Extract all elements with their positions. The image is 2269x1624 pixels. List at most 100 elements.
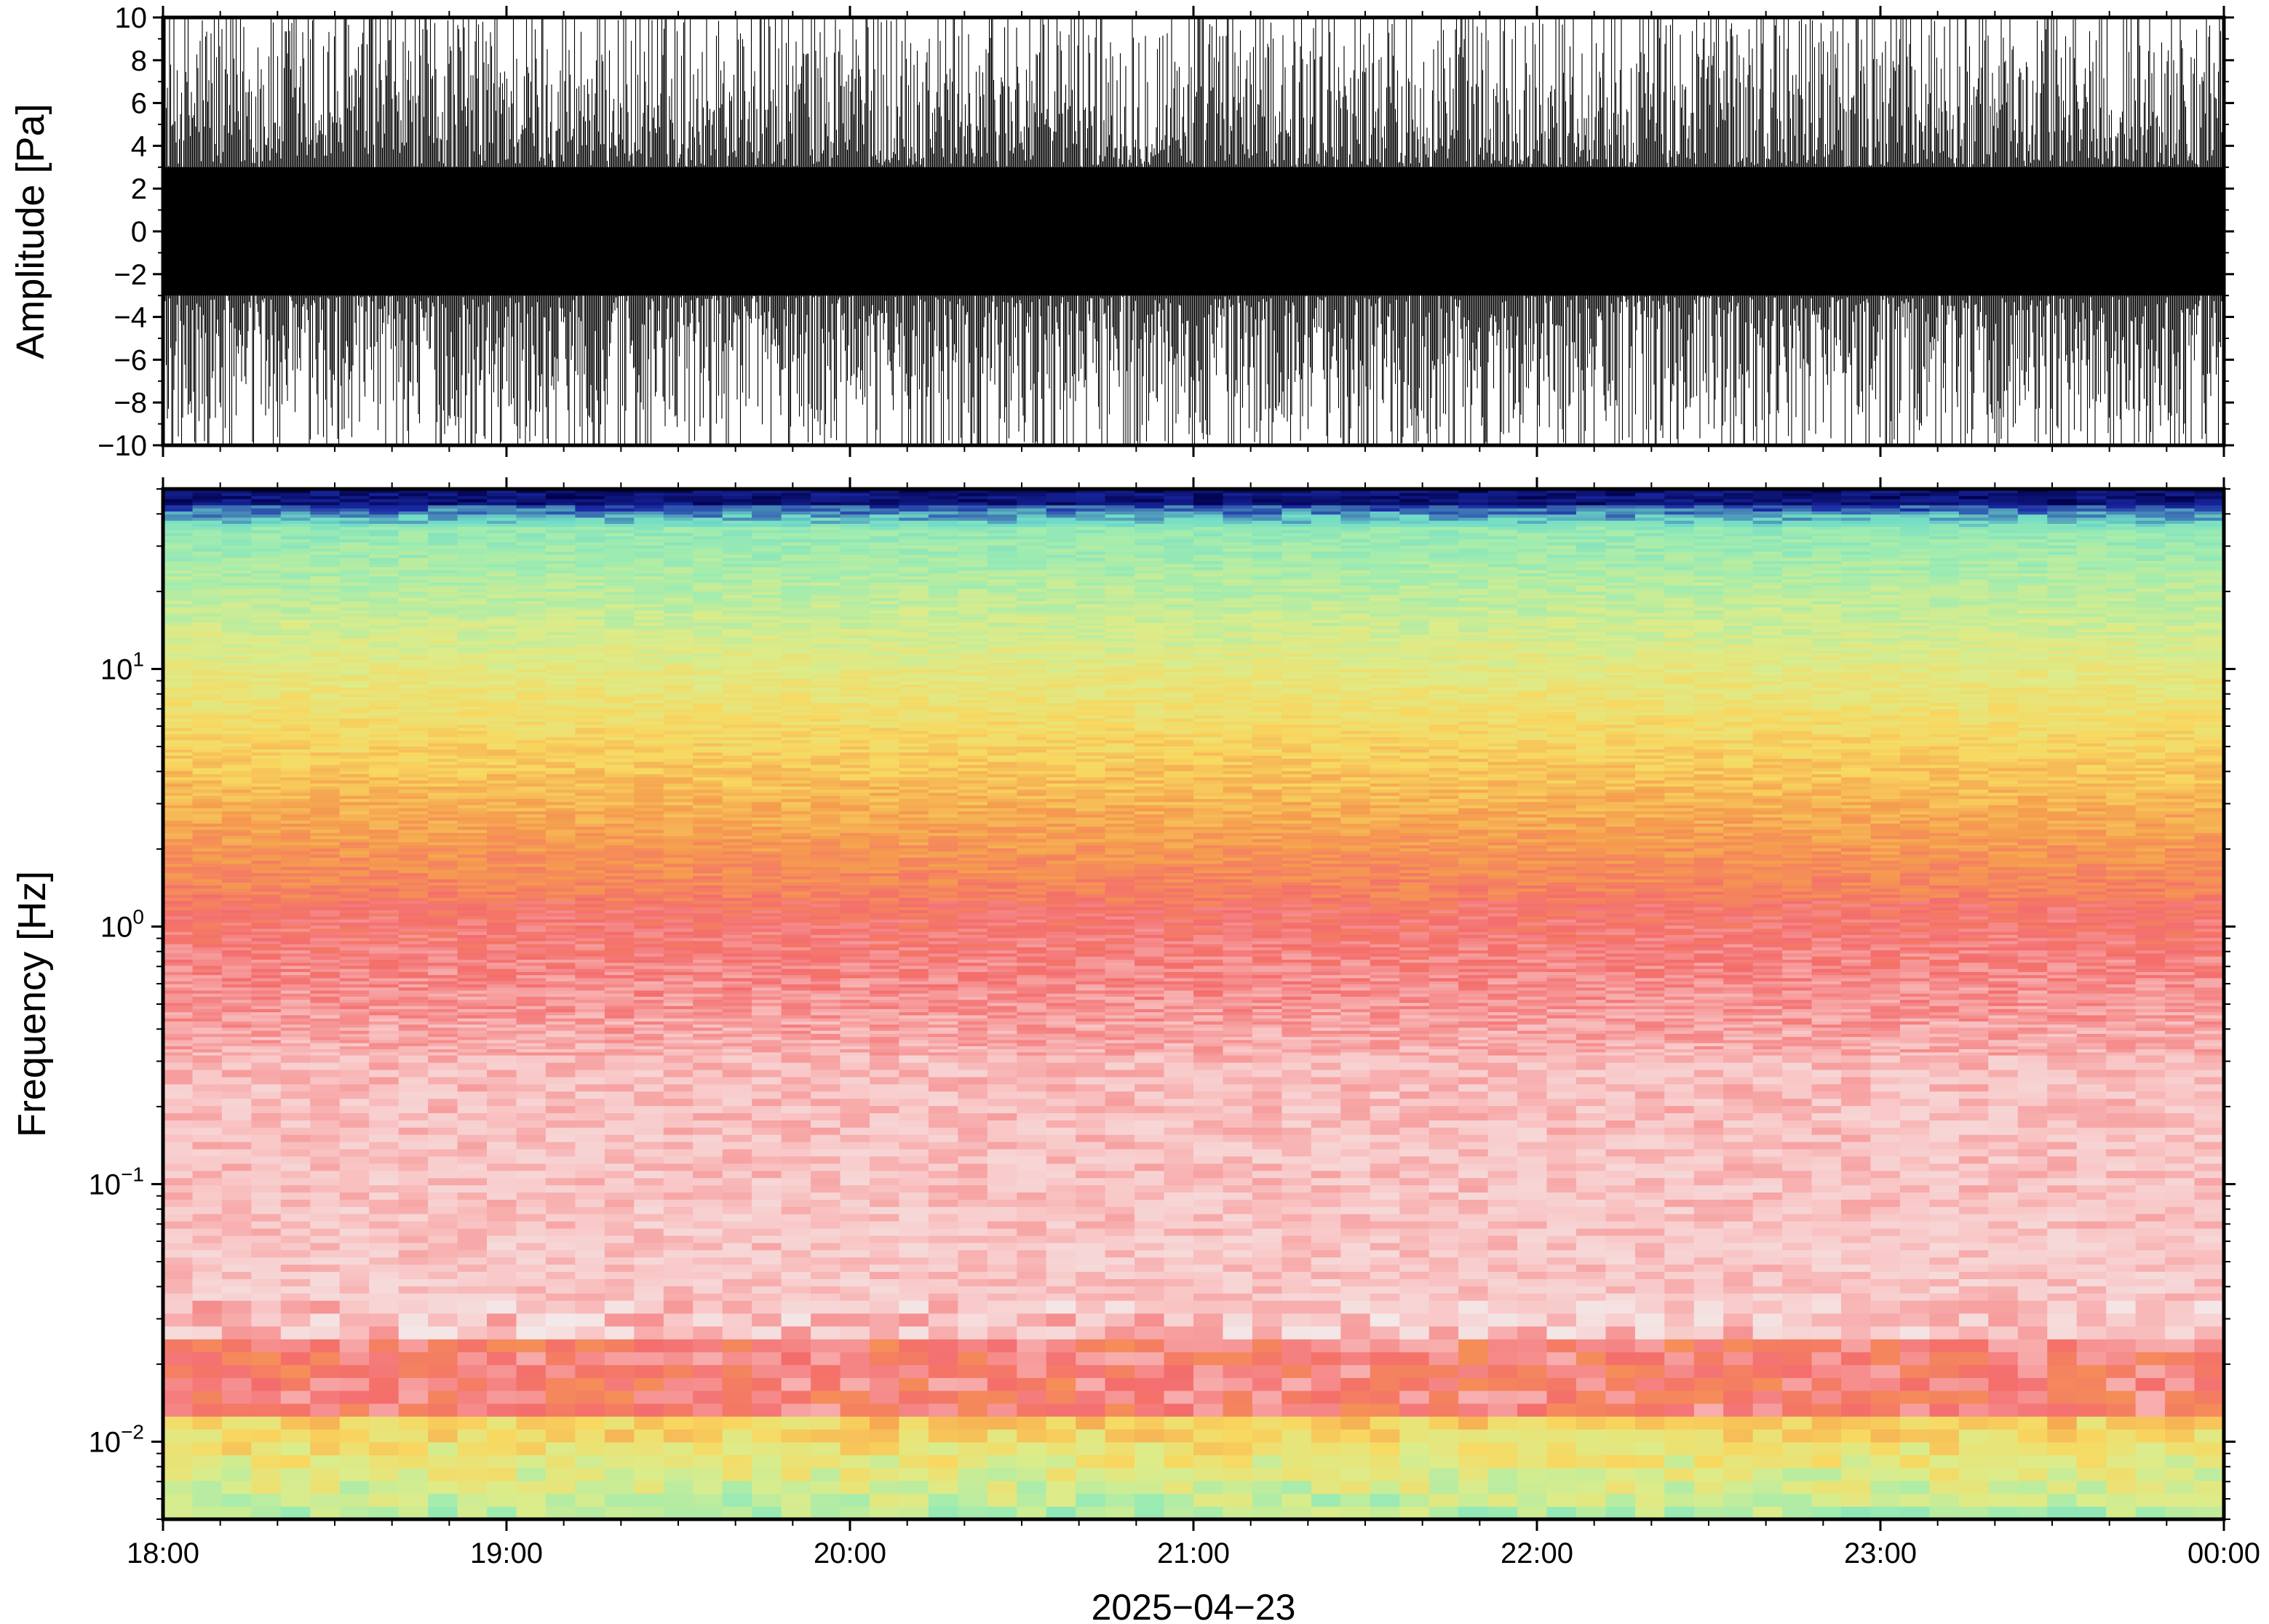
spectrogram-cell xyxy=(516,1142,547,1150)
spectrogram-cell xyxy=(575,915,605,920)
spectrogram-cell xyxy=(251,1214,282,1222)
spectrogram-cell xyxy=(251,1027,282,1031)
spectrogram-cell xyxy=(604,1286,635,1294)
spectrogram-cell xyxy=(251,931,282,935)
spectrogram-cell xyxy=(369,659,400,664)
spectrogram-cell xyxy=(722,1278,752,1286)
spectrogram-cell xyxy=(604,1024,635,1028)
spectrogram-cell xyxy=(428,690,458,694)
spectrogram-cell xyxy=(457,1313,488,1327)
spectrogram-cell xyxy=(663,1142,694,1150)
spectrogram-cell xyxy=(604,1506,635,1519)
spectrogram-cell xyxy=(369,545,400,549)
spectrogram-cell xyxy=(457,1278,488,1286)
spectrogram-cell xyxy=(369,1264,400,1272)
spectrogram-cell xyxy=(221,690,252,694)
spectrogram-cell xyxy=(163,838,194,843)
spectrogram-cell xyxy=(722,1351,752,1366)
spectrogram-cell xyxy=(545,508,576,512)
spectrogram-cell xyxy=(516,733,547,738)
spectrogram-cell xyxy=(487,690,517,694)
spectrogram-cell xyxy=(545,903,576,907)
spectrogram-cell xyxy=(221,706,252,709)
spectrogram-cell xyxy=(398,489,429,493)
spectrogram-cell xyxy=(634,1221,664,1229)
spectrogram-cell xyxy=(369,999,400,1003)
spectrogram-cell xyxy=(221,570,252,573)
spectrogram-cell xyxy=(752,1055,782,1063)
spectrogram-cell xyxy=(604,1148,635,1157)
spectrogram-cell xyxy=(634,965,664,969)
spectrogram-cell xyxy=(398,501,429,506)
spectrogram-cell xyxy=(752,863,782,867)
spectrogram-cell xyxy=(693,869,723,873)
spectrogram-cell xyxy=(575,968,605,972)
spectrogram-cell xyxy=(693,965,723,969)
spectrogram-cell xyxy=(339,1043,370,1046)
spectrogram-cell xyxy=(369,1228,400,1236)
spectrogram-cell xyxy=(663,504,694,509)
spectrogram-cell xyxy=(369,687,400,691)
spectrogram-cell xyxy=(575,783,605,787)
spectrogram-cell xyxy=(516,1048,547,1053)
spectrogram-cell xyxy=(428,548,458,552)
spectrogram-cell xyxy=(663,996,694,1000)
spectrogram-cell xyxy=(398,789,429,793)
spectrogram-cell xyxy=(545,789,576,793)
spectrogram-cell xyxy=(398,554,429,558)
spectrogram-cell xyxy=(398,493,429,496)
waveform-y-tick-label: 2 xyxy=(131,173,147,205)
spectrogram-cell xyxy=(663,1011,694,1016)
spectrogram-cell xyxy=(398,1377,429,1391)
spectrogram-cell xyxy=(545,594,576,598)
spectrogram-cell xyxy=(693,780,723,784)
spectrogram-cell xyxy=(339,1185,370,1193)
spectrogram-cell xyxy=(428,1377,458,1391)
spectrogram-cell xyxy=(604,693,635,697)
spectrogram-cell xyxy=(428,826,458,830)
spectrogram-cell xyxy=(221,931,252,935)
spectrogram-cell xyxy=(545,832,576,836)
spectrogram-cell xyxy=(310,1091,341,1099)
spectrogram-cell xyxy=(722,1055,752,1063)
spectrogram-cell xyxy=(663,761,694,765)
spectrogram-cell xyxy=(369,934,400,939)
spectrogram-cell xyxy=(575,1024,605,1028)
spectrogram-cell xyxy=(221,699,252,704)
spectrogram-cell xyxy=(163,764,194,768)
waveform-y-tick-label: 6 xyxy=(131,88,147,120)
spectrogram-cell xyxy=(457,498,488,503)
spectrogram-cell xyxy=(310,1257,341,1265)
spectrogram-cell xyxy=(457,848,488,852)
spectrogram-cell xyxy=(428,752,458,756)
spectrogram-cell xyxy=(663,829,694,833)
spectrogram-cell xyxy=(487,573,517,577)
spectrogram-cell xyxy=(369,1403,400,1417)
spectrogram-cell xyxy=(634,1170,664,1179)
spectrogram-cell xyxy=(516,1364,547,1378)
spectrogram-cell xyxy=(693,971,723,976)
spectrogram-cell xyxy=(369,984,400,988)
spectrogram-cell xyxy=(545,1264,576,1272)
spectrogram-cell xyxy=(487,1506,517,1519)
spectrogram-cell xyxy=(487,801,517,805)
spectrogram-cell xyxy=(722,1235,752,1243)
spectrogram-cell xyxy=(634,1300,664,1314)
spectrogram-cell xyxy=(545,1163,576,1171)
spectrogram-cell xyxy=(457,625,488,629)
spectrogram-cell xyxy=(221,498,252,503)
spectrogram-cell xyxy=(752,805,782,808)
spectrogram-cell xyxy=(575,573,605,577)
spectrogram-cell xyxy=(693,823,723,827)
spectrogram-cell xyxy=(545,947,576,951)
spectrogram-cell xyxy=(516,578,547,583)
spectrogram-cell xyxy=(516,786,547,790)
spectrogram-cell xyxy=(752,823,782,827)
spectrogram-cell xyxy=(604,684,635,688)
spectrogram-cell xyxy=(604,1083,635,1092)
spectrogram-cell xyxy=(693,860,723,864)
spectrogram-cell xyxy=(192,1300,223,1314)
spectrogram-cell xyxy=(516,993,547,997)
spectrogram-cell xyxy=(221,863,252,867)
spectrogram-cell xyxy=(693,1014,723,1019)
